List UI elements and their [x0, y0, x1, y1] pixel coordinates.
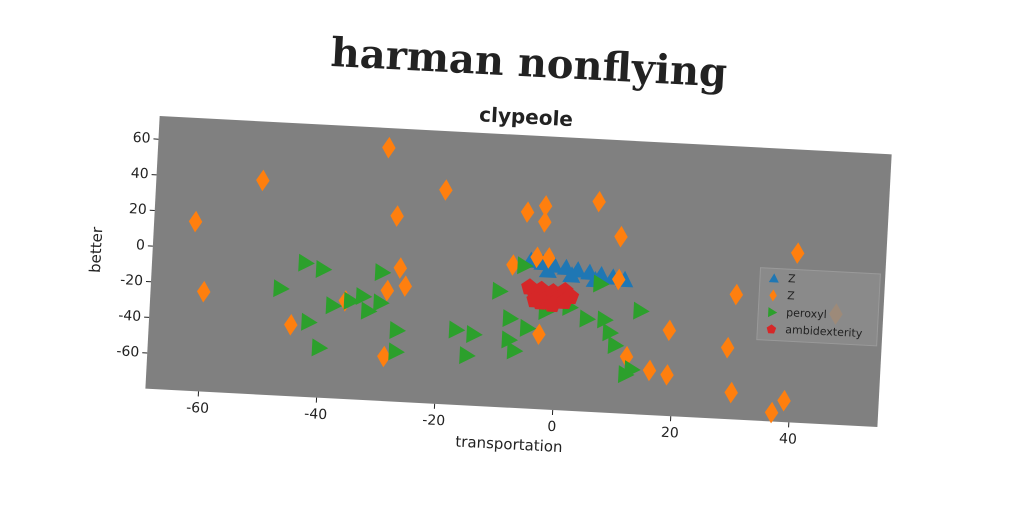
- point: [729, 283, 744, 306]
- legend-marker: [767, 307, 778, 318]
- x-axis-label: transportation: [455, 432, 563, 456]
- legend-label: ambidexterity: [785, 323, 863, 340]
- chart-title: harman nonflying: [330, 29, 729, 97]
- y-tick-label: -60: [116, 343, 140, 360]
- point: [284, 314, 298, 336]
- point: [764, 401, 779, 424]
- x-tick-label: -40: [304, 406, 328, 423]
- point: [325, 296, 343, 315]
- point: [390, 205, 404, 227]
- point: [311, 338, 329, 357]
- point: [373, 293, 390, 312]
- point: [502, 309, 520, 328]
- point: [538, 211, 552, 233]
- point: [579, 309, 597, 328]
- point: [382, 136, 396, 159]
- point: [380, 279, 395, 302]
- point: [389, 321, 407, 339]
- point: [355, 287, 373, 306]
- point: [538, 261, 557, 279]
- point: [519, 318, 537, 337]
- point: [538, 195, 553, 217]
- point: [298, 253, 315, 272]
- point: [555, 292, 573, 310]
- point: [315, 259, 333, 278]
- x-tick-label: 40: [779, 431, 798, 448]
- point: [542, 247, 556, 269]
- point: [662, 319, 677, 342]
- y-tick-label: 60: [132, 130, 151, 147]
- legend-label: Z: [787, 289, 796, 302]
- y-tick-label: 0: [136, 237, 146, 253]
- point: [724, 381, 738, 404]
- x-tick-label: 20: [661, 425, 680, 442]
- point: [624, 360, 641, 379]
- legend-marker: [768, 273, 779, 283]
- point: [642, 359, 657, 382]
- x-tick-label: -60: [186, 400, 210, 417]
- point: [506, 341, 524, 360]
- chart-subtitle: clypeole: [479, 102, 574, 131]
- point: [501, 330, 519, 349]
- legend: [756, 267, 881, 347]
- point: [614, 225, 628, 248]
- point: [790, 242, 805, 264]
- point: [597, 310, 614, 329]
- point: [720, 336, 735, 359]
- point: [439, 179, 453, 201]
- point: [393, 257, 408, 279]
- point: [197, 280, 211, 303]
- point: [188, 210, 203, 233]
- x-tick-label: -20: [422, 412, 446, 429]
- point: [592, 190, 606, 213]
- point: [506, 254, 520, 276]
- point: [360, 301, 378, 320]
- point: [777, 389, 791, 412]
- point: [633, 301, 650, 320]
- point: [448, 320, 466, 339]
- point: [526, 291, 544, 308]
- legend-label: Z: [788, 272, 797, 285]
- legend-marker: [769, 289, 777, 302]
- point: [374, 263, 392, 282]
- point: [301, 312, 318, 331]
- point: [611, 268, 626, 291]
- point: [492, 281, 509, 300]
- point: [520, 201, 535, 223]
- point: [619, 345, 634, 368]
- legend-label: peroxyl: [786, 306, 827, 321]
- point: [660, 364, 674, 386]
- point: [459, 346, 476, 365]
- x-tick-label: 0: [547, 419, 557, 435]
- point: [593, 274, 610, 293]
- point: [602, 323, 620, 342]
- point: [466, 325, 483, 344]
- legend-marker: [766, 324, 777, 334]
- point: [517, 256, 534, 275]
- point: [273, 279, 290, 298]
- chart-body: harman nonflying clypeole transportation…: [86, 29, 892, 456]
- point: [532, 323, 546, 346]
- point: [530, 246, 544, 269]
- point: [562, 266, 581, 283]
- y-axis-label: better: [86, 226, 106, 274]
- point: [398, 275, 413, 297]
- y-tick-label: -40: [118, 308, 142, 325]
- y-tick-label: -20: [120, 272, 144, 289]
- point: [388, 342, 405, 361]
- y-tick-label: 20: [129, 201, 148, 218]
- point: [256, 169, 270, 192]
- point: [607, 336, 625, 354]
- point: [343, 291, 361, 310]
- y-tick-label: 40: [130, 165, 149, 182]
- point: [377, 345, 391, 368]
